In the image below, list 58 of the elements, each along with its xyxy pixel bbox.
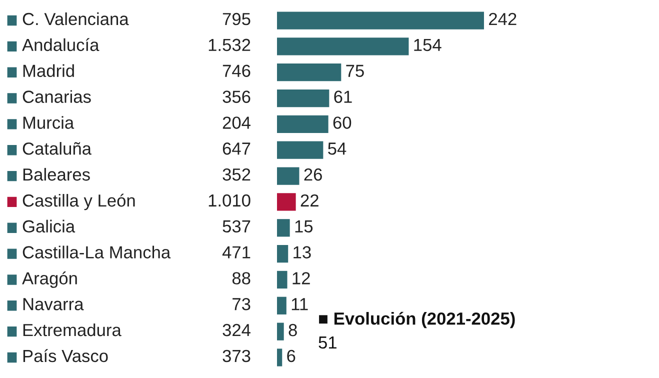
text: 88 [232,272,250,284]
y-tick-label: Castilla y León [22,194,135,210]
text: 73 [232,298,250,310]
data-label: 242 [489,12,516,26]
data-label: 8 [288,324,297,336]
bar [277,296,286,314]
text: 204 [222,116,250,129]
text: 356 [222,90,250,103]
annotation: ■ Evolución (2021-2025) [319,312,515,328]
bar [277,193,296,211]
y-tick-label: Murcia [23,116,74,129]
text: 647 [222,142,250,155]
y-tick-label: Madrid [23,64,74,78]
bar [277,89,330,108]
text: 471 [222,246,250,258]
data-label: 61 [334,90,352,103]
y-tick-label: Extremadura [23,323,122,336]
text: 1.010 [208,194,250,207]
bar [277,38,409,56]
annotation: 51 [318,336,336,349]
bar [277,141,324,159]
y-tick-label: C. Valenciana [22,12,129,26]
y-tick-label: Andalucía [22,38,100,52]
data-label: 60 [333,116,352,129]
data-label: 11 [292,298,308,310]
bar [277,244,288,263]
bar [277,167,300,185]
text: 352 [222,168,250,181]
bar [277,12,484,30]
text: 324 [222,324,250,336]
data-label: 15 [295,220,313,233]
data-label: 26 [304,168,322,181]
text: 746 [222,64,250,78]
y-tick-label: Canarias [22,90,91,103]
data-label: 154 [414,38,442,52]
bar [277,322,284,340]
y-tick-label: País Vasco [23,349,108,362]
data-label: 12 [292,272,310,284]
data-label: 54 [328,142,346,155]
bar [277,64,342,82]
data-label: 13 [294,246,311,258]
bar [277,348,282,366]
y-tick-label: Cataluña [22,142,92,155]
y-tick-label: Castilla-La Mancha [22,246,171,258]
bar [277,115,328,134]
y-tick-label: Baleares [23,168,90,181]
data-label: 75 [346,64,364,78]
data-label: 22 [300,194,318,206]
y-tick-label: Aragón [22,272,77,288]
text: 1.532 [208,38,250,52]
bar [277,270,288,289]
text: 537 [222,220,250,233]
data-label: 6 [287,350,296,362]
bar [277,219,290,237]
text: 795 [222,12,250,26]
text: 373 [222,350,250,362]
y-tick-label: Galicia [22,220,76,233]
y-tick-label: Navarra [23,298,84,310]
